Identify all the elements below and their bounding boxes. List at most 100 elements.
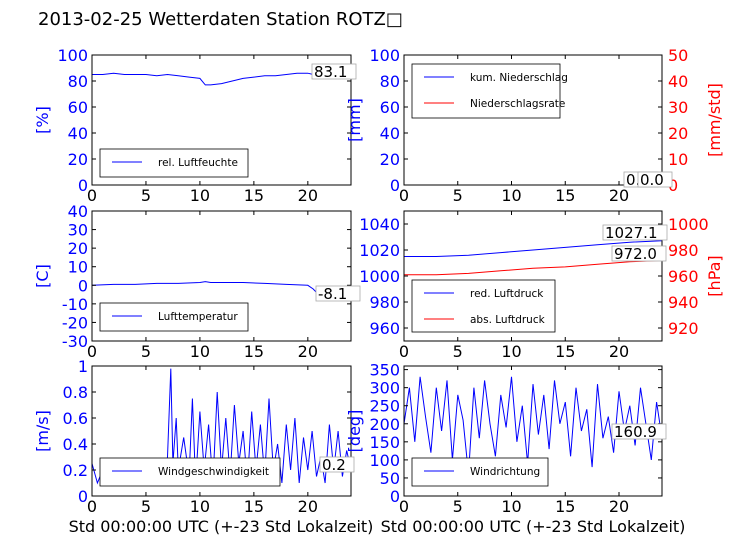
y-tick-label: 50 <box>380 469 400 488</box>
series-line-humidity-0 <box>92 72 351 86</box>
x-tick-label: 5 <box>141 342 151 361</box>
legend-label: kum. Niederschlag <box>470 72 568 84</box>
x-tick-label: 5 <box>453 497 463 516</box>
x-tick-label: 15 <box>555 497 575 516</box>
y-right-tick-label: 980 <box>668 241 699 260</box>
y-tick-label: 250 <box>369 397 400 416</box>
y-tick-label: 100 <box>369 46 400 65</box>
y-tick-label: 0.4 <box>63 435 88 454</box>
x-tick-label: 15 <box>244 497 264 516</box>
y-axis-label: [mm] <box>345 98 364 142</box>
legend-box <box>411 457 549 487</box>
y-tick-label: 20 <box>68 239 88 258</box>
x-tick-label: 0 <box>399 497 409 516</box>
y-tick-label: 60 <box>380 98 400 117</box>
y-tick-label: 980 <box>369 293 400 312</box>
y-tick-label: 80 <box>380 72 400 91</box>
y-tick-label: 20 <box>380 150 400 169</box>
y-tick-label: 100 <box>57 46 88 65</box>
legend-label: abs. Luftdruck <box>470 314 546 326</box>
legend-box <box>411 63 561 119</box>
y-right-axis-label: [mm/std] <box>705 83 724 157</box>
x-tick-label: 10 <box>190 186 210 205</box>
x-tick-label: 5 <box>453 186 463 205</box>
x-tick-label: 20 <box>609 342 629 361</box>
x-tick-label: 20 <box>609 497 629 516</box>
y-tick-label: 40 <box>380 124 400 143</box>
plot-frame <box>91 54 352 186</box>
y-right-tick-label: 960 <box>668 267 699 286</box>
y-tick-label: 0 <box>78 276 88 295</box>
y-tick-label: 0 <box>78 487 88 506</box>
current-value-right-box <box>611 245 667 262</box>
current-value-box <box>602 224 668 241</box>
y-tick-label: -30 <box>62 332 88 351</box>
y-right-tick-label: 920 <box>668 319 699 338</box>
y-tick-label: 150 <box>369 433 400 452</box>
y-tick-label: -20 <box>62 313 88 332</box>
current-value-box <box>611 423 667 440</box>
series-line-temperature-0 <box>92 281 351 301</box>
current-value: 83.1 <box>314 63 347 81</box>
x-axis-label-right: Std 00:00:00 UTC (+-23 Std Lokalzeit) <box>381 517 686 536</box>
x-tick-label: 0 <box>87 186 97 205</box>
x-tick-label: 10 <box>501 186 521 205</box>
current-value-right-box <box>637 171 673 188</box>
y-tick-label: 10 <box>68 258 88 277</box>
y-tick-label: 960 <box>369 319 400 338</box>
y-axis-label: [m/s] <box>33 410 52 452</box>
y-tick-label: 0 <box>390 487 400 506</box>
y-tick-label: 80 <box>68 72 88 91</box>
panel-temperature: 0 5 10 15 20-30-20-10010203040[C]Lufttempera… <box>33 202 361 361</box>
plot-frame <box>91 210 352 342</box>
y-tick-label: 30 <box>68 221 88 240</box>
y-tick-label: 350 <box>369 361 400 380</box>
legend-label: Lufttemperatur <box>158 311 238 323</box>
y-right-tick-label: 30 <box>668 98 688 117</box>
y-tick-label: 200 <box>369 415 400 434</box>
x-tick-label: 10 <box>190 497 210 516</box>
y-right-tick-label: 40 <box>668 72 688 91</box>
y-tick-label: 1040 <box>359 215 400 234</box>
current-value: -8.1 <box>318 285 347 303</box>
legend-box <box>99 148 249 178</box>
x-tick-label: 0 <box>87 342 97 361</box>
x-tick-label: 20 <box>298 342 318 361</box>
y-tick-label: 0.6 <box>63 409 88 428</box>
figure-title: 2013-02-25 Wetterdaten Station ROTZ□ <box>38 9 403 30</box>
x-tick-label: 20 <box>298 186 318 205</box>
current-value-box <box>311 63 357 80</box>
y-tick-label: 60 <box>68 98 88 117</box>
panel-humidity: 0 5 10 15 20 0 20 40 60 80 100 [%] rel. Luftfeuchte 8… <box>33 46 357 205</box>
x-tick-label: 10 <box>501 497 521 516</box>
y-tick-label: 1 <box>78 357 88 376</box>
current-value-right: 0.0 <box>640 171 664 189</box>
panel-wind_speed: 0 5 10 15 20 0 0.2 0.4 0.6 0.8 1 [m/s] Windgeschwind… <box>33 357 355 516</box>
legend-label: Windgeschwindigkeit <box>158 466 269 478</box>
y-axis-label: [C] <box>33 264 52 288</box>
legend-box <box>99 302 249 332</box>
x-tick-label: 15 <box>555 342 575 361</box>
x-tick-label: 5 <box>453 342 463 361</box>
x-tick-label: 15 <box>244 342 264 361</box>
y-tick-label: 300 <box>369 379 400 398</box>
x-tick-label: 0 <box>87 497 97 516</box>
panel-wind_direction: 0 5 10 15 20050100150200250300350[deg]Windri… <box>345 361 667 516</box>
y-tick-label: 1000 <box>359 267 400 286</box>
y-right-tick-label: 50 <box>668 46 688 65</box>
x-tick-label: 0 <box>399 342 409 361</box>
x-tick-label: 10 <box>190 342 210 361</box>
y-tick-label: 0 <box>390 176 400 195</box>
y-tick-label: 0.2 <box>63 461 88 480</box>
y-right-tick-label: 1000 <box>668 215 709 234</box>
legend-label: Niederschlagsrate <box>470 98 565 110</box>
x-tick-label: 10 <box>501 342 521 361</box>
current-value: 1027.1 <box>605 224 658 242</box>
x-tick-label: 20 <box>609 186 629 205</box>
current-value: 0.2 <box>322 456 346 474</box>
panel-precipitation: 0 5 10 15 20 0 20 40 60 80 100 0 10 20 30 40 50 [mm] [mm/s… <box>345 46 724 205</box>
x-axis-label-left: Std 00:00:00 UTC (+-23 Std Lokalzeit) <box>69 517 374 536</box>
legend-box <box>411 279 556 333</box>
y-right-tick-label: 0 <box>668 176 678 195</box>
y-tick-label: 0 <box>78 176 88 195</box>
